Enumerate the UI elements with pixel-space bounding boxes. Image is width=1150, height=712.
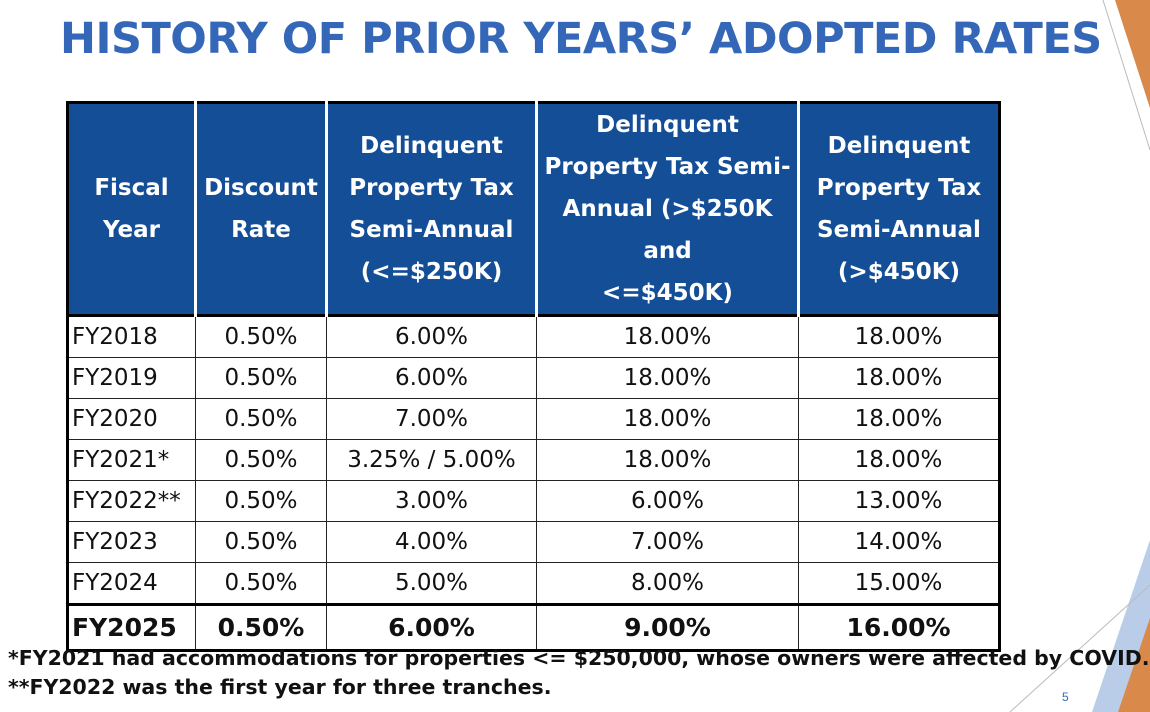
rate-cell: 7.00% — [326, 398, 537, 440]
rate-cell: 7.00% — [536, 521, 799, 563]
fiscal-year-cell: FY2023 — [67, 521, 196, 563]
footnote-tranches: **FY2022 was the first year for three tr… — [8, 675, 552, 699]
table-row: FY2021* 0.50% 3.25% / 5.00% 18.00% 18.00% — [67, 439, 1000, 481]
column-header-line: Semi-Annual — [817, 217, 981, 243]
table-row: FY2024 0.50% 5.00% 8.00% 15.00% — [67, 562, 1000, 605]
rate-cell: 16.00% — [798, 604, 1000, 651]
rate-cell: 18.00% — [536, 315, 799, 358]
rate-cell: 0.50% — [195, 604, 327, 651]
rate-cell: 6.00% — [326, 604, 537, 651]
rate-cell: 18.00% — [798, 357, 1000, 399]
table-row: FY2019 0.50% 6.00% 18.00% 18.00% — [67, 357, 1000, 399]
footnotes: *FY2021 had accommodations for propertie… — [8, 644, 1150, 702]
column-header-line: Semi-Annual — [349, 217, 514, 243]
table-row: FY2023 0.50% 4.00% 7.00% 14.00% — [67, 521, 1000, 563]
column-header-line: <=$450K) — [602, 280, 733, 306]
rate-cell: 0.50% — [195, 439, 327, 481]
fiscal-year-cell: FY2024 — [67, 562, 196, 605]
fiscal-year-cell: FY2022** — [67, 480, 196, 522]
fiscal-year-cell: FY2019 — [67, 357, 196, 399]
table-body: FY2018 0.50% 6.00% 18.00% 18.00% FY2019 0.50% 6… — [67, 315, 1000, 651]
table-row: FY2025 0.50% 6.00% 9.00% 16.00% — [67, 604, 1000, 651]
column-header: Delinquent Property Tax Semi-Annual (>$450K… — [797, 102, 1001, 316]
rate-cell: 8.00% — [536, 562, 799, 605]
column-header-line: Property Tax — [349, 175, 514, 201]
column-header-line: (<=$250K) — [360, 259, 503, 285]
column-header-line: Property Tax — [816, 175, 982, 201]
column-header: Discount Rate — [194, 102, 328, 316]
decor-line-top — [1102, 0, 1150, 151]
table-row: FY2020 0.50% 7.00% 18.00% 18.00% — [67, 398, 1000, 440]
column-header-line: Delinquent — [827, 133, 971, 159]
rate-cell: 3.25% / 5.00% — [326, 439, 537, 481]
rate-cell: 0.50% — [195, 357, 327, 399]
rate-cell: 18.00% — [536, 357, 799, 399]
rate-cell: 0.50% — [195, 398, 327, 440]
rate-cell: 18.00% — [536, 398, 799, 440]
column-header: Fiscal Year — [66, 102, 197, 316]
column-header-line: Rate — [231, 217, 291, 243]
column-header: Delinquent Property Tax Semi- Annual (>$25… — [535, 102, 800, 316]
column-header-line: Discount — [204, 175, 318, 201]
rate-cell: 18.00% — [798, 398, 1000, 440]
rate-cell: 6.00% — [536, 480, 799, 522]
fiscal-year-cell: FY2020 — [67, 398, 196, 440]
column-header-line: (>$450K) — [837, 259, 961, 285]
rate-cell: 0.50% — [195, 521, 327, 563]
rate-cell: 0.50% — [195, 315, 327, 358]
rate-cell: 18.00% — [536, 439, 799, 481]
rate-cell: 18.00% — [798, 439, 1000, 481]
slide-title: HISTORY OF PRIOR YEARS’ ADOPTED RATES — [60, 14, 1102, 64]
table-row: FY2022** 0.50% 3.00% 6.00% 13.00% — [67, 480, 1000, 522]
rate-cell: 6.00% — [326, 357, 537, 399]
fiscal-year-cell: FY2021* — [67, 439, 196, 481]
column-header-line: Fiscal — [94, 175, 169, 201]
rate-cell: 9.00% — [536, 604, 799, 651]
rate-cell: 14.00% — [798, 521, 1000, 563]
column-header-line: Property Tax Semi- — [544, 154, 791, 180]
rate-cell: 5.00% — [326, 562, 537, 605]
table-row: FY2018 0.50% 6.00% 18.00% 18.00% — [67, 315, 1000, 358]
column-header-line: Delinquent — [596, 112, 739, 138]
column-header-line: Annual (>$250K and — [562, 196, 773, 264]
fiscal-year-cell: FY2018 — [67, 315, 196, 358]
footnote-covid: *FY2021 had accommodations for propertie… — [8, 646, 1150, 670]
orange-corner-shape — [1115, 0, 1150, 108]
rates-table: Fiscal Year Discount Rate Delinquent Property… — [66, 101, 1001, 652]
rate-cell: 13.00% — [798, 480, 1000, 522]
rate-cell: 15.00% — [798, 562, 1000, 605]
column-header-line: Delinquent — [360, 133, 503, 159]
rate-cell: 4.00% — [326, 521, 537, 563]
column-header: Delinquent Property Tax Semi-Annual (<=$250… — [325, 102, 538, 316]
rate-cell: 6.00% — [326, 315, 537, 358]
rate-cell: 3.00% — [326, 480, 537, 522]
table-header-row: Fiscal Year Discount Rate Delinquent Property… — [66, 102, 1001, 316]
page-number: 5 — [1062, 690, 1069, 704]
column-header-line: Year — [102, 217, 160, 243]
rate-cell: 0.50% — [195, 480, 327, 522]
fiscal-year-cell: FY2025 — [67, 604, 196, 651]
rate-cell: 18.00% — [798, 315, 1000, 358]
rate-cell: 0.50% — [195, 562, 327, 605]
